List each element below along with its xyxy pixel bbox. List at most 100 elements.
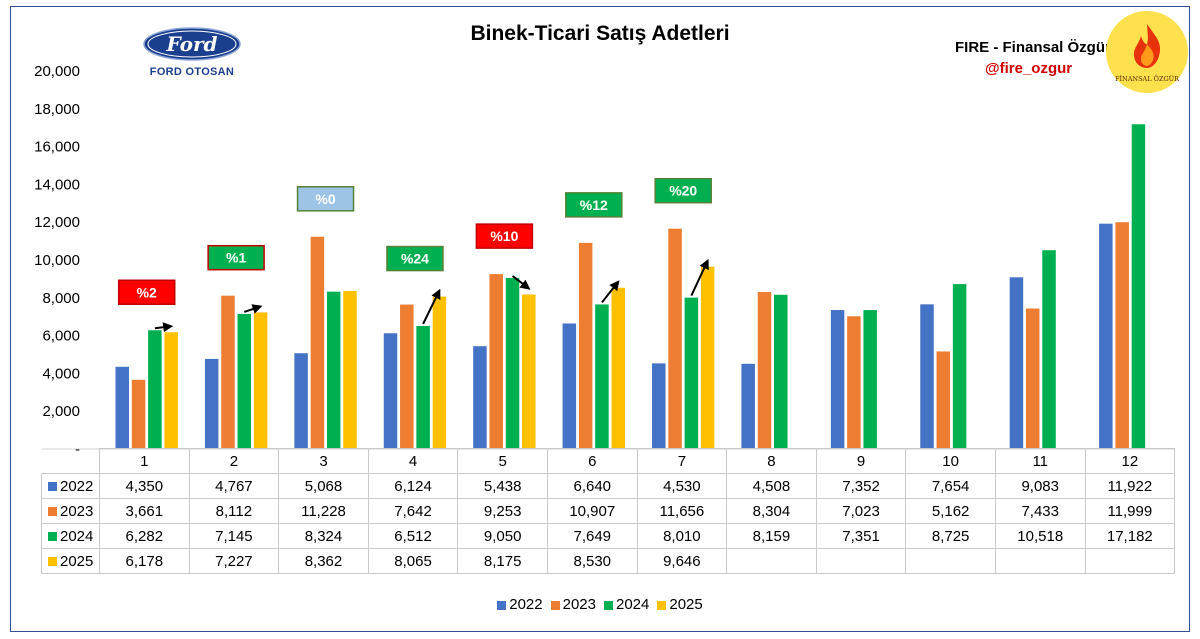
table-cell: 6,178 [99, 548, 190, 574]
legend-swatch [657, 600, 667, 610]
change-arrow [601, 280, 620, 304]
table-column-header: 10 [905, 448, 996, 474]
table-column-header: 4 [367, 448, 459, 474]
bar-2023-12 [1115, 222, 1129, 449]
bar-2024-9 [863, 310, 877, 449]
table-column-header: 3 [278, 448, 369, 474]
table-cell [1084, 548, 1176, 574]
legend-item: 2022 [497, 596, 543, 613]
change-badge-box [475, 223, 534, 249]
table-cell: 8,324 [278, 523, 369, 549]
table-column-header: 7 [636, 448, 728, 474]
table-cell [994, 548, 1086, 574]
bar-2022-7 [652, 363, 666, 449]
legend: 2022 2023 2024 2025 [0, 596, 1200, 613]
table-row-label: 2025 [41, 548, 100, 574]
series-swatch [48, 557, 57, 567]
y-tick-label: 6,000 [42, 328, 80, 345]
table-cell: 10,907 [546, 498, 638, 524]
table-cell [815, 548, 907, 574]
table-cell: 4,508 [726, 473, 817, 499]
ford-otosan-text: FORD OTOSAN [149, 66, 235, 78]
bar-2022-1 [115, 366, 130, 449]
fire-handle: @fire_ozgur [985, 60, 1073, 77]
table-row-label: 2024 [41, 523, 100, 549]
change-arrow [154, 322, 174, 333]
table-cell: 17,182 [1084, 523, 1176, 549]
table-cell: 8,530 [546, 548, 638, 574]
bar-2023-10 [936, 351, 951, 449]
y-tick-label: 12,000 [34, 214, 80, 231]
bar-2023-2 [221, 295, 235, 449]
y-tick-label: 8,000 [42, 290, 80, 307]
series-name: 2025 [60, 552, 94, 570]
fire-logo-text: FİNANSAL ÖZGÜR [1115, 74, 1180, 83]
bar-2025-2 [253, 312, 268, 449]
bar-2024-4 [416, 325, 430, 449]
legend-label: 2025 [669, 596, 703, 613]
series-name: 2024 [60, 527, 94, 545]
bar-2022-9 [830, 310, 845, 449]
table-cell: 8,010 [636, 523, 728, 549]
series-swatch [48, 482, 57, 492]
table-column-header: 11 [994, 448, 1086, 474]
legend-item: 2024 [604, 596, 649, 613]
bar-2022-5 [473, 346, 487, 449]
series-name: 2023 [60, 502, 94, 520]
legend-item: 2025 [657, 596, 703, 613]
bar-2022-11 [1009, 277, 1024, 449]
table-column-header: 1 [99, 448, 190, 474]
change-badge-box [296, 186, 355, 212]
table-column-header: 2 [188, 448, 280, 474]
table-column-header: 12 [1084, 448, 1176, 474]
table-cell: 8,112 [188, 498, 280, 524]
table-cell: 11,999 [1084, 498, 1176, 524]
table-cell: 6,640 [546, 473, 638, 499]
chart-frame [10, 6, 1190, 632]
bar-2024-5 [505, 277, 520, 449]
table-cell: 5,068 [278, 473, 369, 499]
table-cell: 8,065 [367, 548, 459, 574]
table-row: 2023 3,661 8,112 11,228 7,642 9,253 10,907 11,6… [41, 498, 1176, 524]
y-tick-label: 4,000 [42, 365, 80, 382]
bar-2025-7 [700, 266, 715, 449]
bar-2024-2 [237, 313, 252, 449]
table-cell: 11,656 [636, 498, 728, 524]
ford-logo: Ford [143, 27, 241, 61]
table-cell: 9,253 [457, 498, 548, 524]
bar-2025-6 [611, 287, 625, 449]
bar-2025-5 [522, 294, 536, 449]
bar-2024-8 [774, 294, 788, 449]
bar-2022-8 [741, 363, 755, 449]
table-column-header: 6 [546, 448, 638, 474]
change-badge-box [654, 177, 712, 204]
fire-name: FIRE - Finansal Özgür [955, 39, 1111, 56]
bar-2023-5 [489, 274, 503, 449]
table-cell: 4,350 [99, 473, 190, 499]
bar-2023-6 [578, 242, 593, 449]
table-cell: 8,159 [726, 523, 817, 549]
series-swatch [48, 507, 57, 517]
change-badge-label: %12 [580, 197, 608, 213]
y-tick-label: 18,000 [34, 101, 80, 118]
table-row-label: 2023 [41, 498, 100, 524]
bar-2022-10 [920, 304, 934, 449]
change-badge-box [207, 244, 265, 271]
table-cell: 8,725 [905, 523, 996, 549]
bar-2023-8 [757, 292, 772, 449]
table-cell: 5,438 [457, 473, 548, 499]
y-tick-label: 20,000 [34, 63, 80, 80]
bar-2024-3 [326, 291, 341, 449]
table-cell: 4,767 [188, 473, 280, 499]
bar-2023-3 [310, 236, 325, 449]
table-cell: 6,124 [367, 473, 459, 499]
bar-2025-4 [432, 296, 447, 449]
legend-label: 2023 [562, 596, 596, 613]
change-badge-label: %2 [137, 284, 157, 300]
bar-2025-1 [164, 332, 178, 449]
table-cell: 7,654 [905, 473, 996, 499]
legend-swatch [604, 600, 613, 610]
y-tick-label: 10,000 [34, 252, 80, 269]
bar-2025-3 [343, 290, 357, 449]
bar-2024-1 [148, 330, 162, 449]
